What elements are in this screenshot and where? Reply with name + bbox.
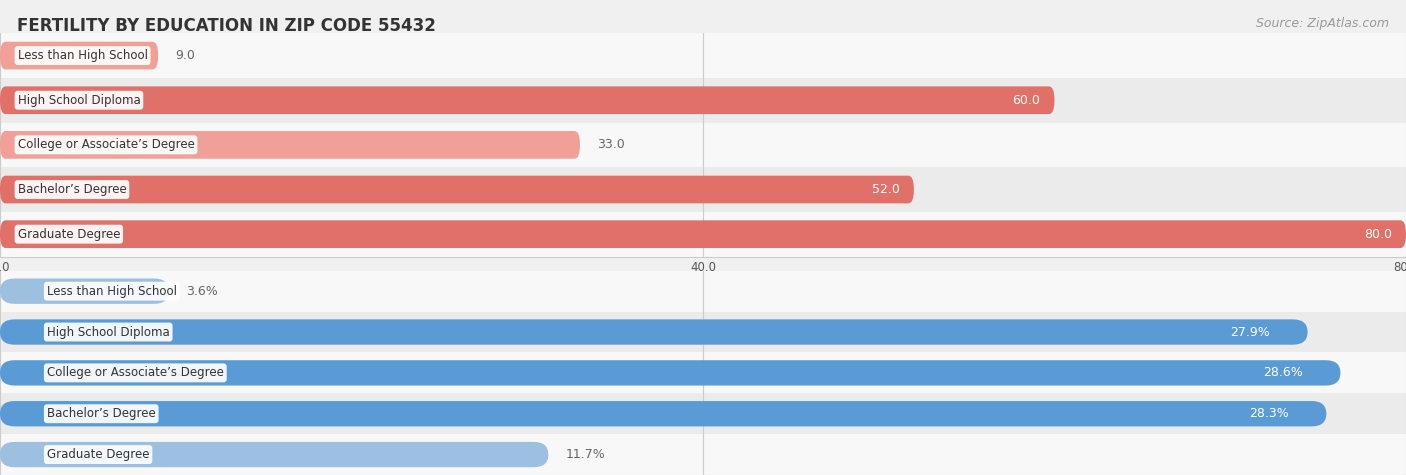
- Text: Bachelor’s Degree: Bachelor’s Degree: [46, 407, 156, 420]
- Bar: [0, 352, 1406, 393]
- Text: 3.6%: 3.6%: [186, 285, 218, 298]
- Text: 27.9%: 27.9%: [1230, 325, 1270, 339]
- Bar: [0, 212, 1406, 256]
- Bar: [0, 123, 1406, 167]
- Text: Graduate Degree: Graduate Degree: [17, 228, 120, 241]
- Text: College or Associate’s Degree: College or Associate’s Degree: [46, 366, 224, 380]
- Text: College or Associate’s Degree: College or Associate’s Degree: [17, 138, 194, 152]
- FancyBboxPatch shape: [0, 360, 1340, 386]
- FancyBboxPatch shape: [0, 319, 1308, 345]
- Text: 60.0: 60.0: [1012, 94, 1040, 107]
- Text: High School Diploma: High School Diploma: [46, 325, 170, 339]
- Text: High School Diploma: High School Diploma: [17, 94, 141, 107]
- Bar: [0, 33, 1406, 78]
- Text: 28.3%: 28.3%: [1249, 407, 1289, 420]
- Text: 52.0: 52.0: [872, 183, 900, 196]
- FancyBboxPatch shape: [0, 42, 157, 69]
- Text: FERTILITY BY EDUCATION IN ZIP CODE 55432: FERTILITY BY EDUCATION IN ZIP CODE 55432: [17, 17, 436, 35]
- FancyBboxPatch shape: [0, 220, 1406, 248]
- FancyBboxPatch shape: [0, 131, 581, 159]
- Text: 28.6%: 28.6%: [1263, 366, 1303, 380]
- Bar: [0, 271, 1406, 312]
- Text: Less than High School: Less than High School: [46, 285, 177, 298]
- FancyBboxPatch shape: [0, 401, 1326, 427]
- Bar: [0, 393, 1406, 434]
- Text: Graduate Degree: Graduate Degree: [46, 448, 149, 461]
- FancyBboxPatch shape: [0, 86, 1054, 114]
- Text: 33.0: 33.0: [596, 138, 624, 152]
- FancyBboxPatch shape: [0, 442, 548, 467]
- FancyBboxPatch shape: [0, 278, 169, 304]
- Text: 11.7%: 11.7%: [565, 448, 605, 461]
- Text: Source: ZipAtlas.com: Source: ZipAtlas.com: [1256, 17, 1389, 29]
- Bar: [0, 434, 1406, 475]
- Text: 9.0: 9.0: [174, 49, 195, 62]
- FancyBboxPatch shape: [0, 176, 914, 203]
- Text: Less than High School: Less than High School: [17, 49, 148, 62]
- Text: 80.0: 80.0: [1364, 228, 1392, 241]
- Bar: [0, 167, 1406, 212]
- Bar: [0, 78, 1406, 123]
- Bar: [0, 312, 1406, 352]
- Text: Bachelor’s Degree: Bachelor’s Degree: [17, 183, 127, 196]
